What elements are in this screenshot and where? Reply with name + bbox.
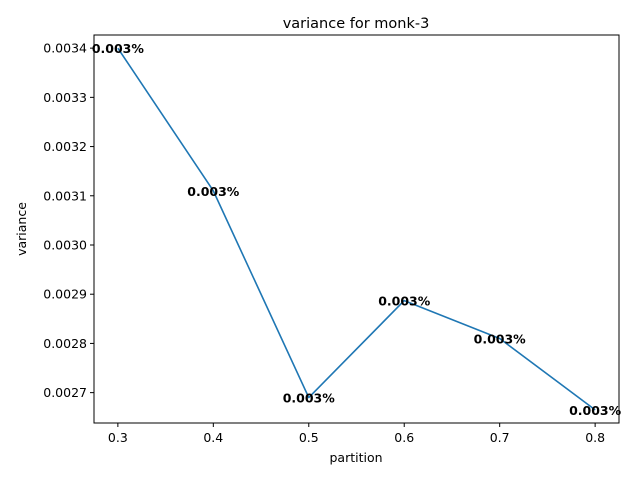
axes-frame	[93, 34, 620, 424]
y-tick-label: 0.0034	[43, 41, 87, 56]
y-tick-label: 0.0030	[43, 237, 87, 252]
y-tick-label: 0.0028	[43, 336, 87, 351]
data-label: 0.003%	[283, 391, 336, 406]
x-tick-label: 0.8	[585, 430, 605, 445]
y-tick-label: 0.0029	[43, 287, 87, 302]
x-tick-label: 0.4	[203, 430, 223, 445]
plot-area: 0.003% 0.003% 0.003% 0.003% 0.003% 0.003%	[92, 41, 622, 418]
y-tick-label: 0.0031	[43, 188, 87, 203]
data-label: 0.003%	[378, 294, 431, 309]
y-tick-label: 0.0032	[43, 139, 87, 154]
data-label: 0.003%	[569, 403, 622, 418]
x-axis-title: partition	[329, 450, 382, 465]
x-tick-label: 0.6	[394, 430, 414, 445]
y-axis-title: variance	[14, 202, 29, 256]
x-tick-label: 0.3	[108, 430, 128, 445]
data-label: 0.003%	[474, 332, 527, 347]
axis-ticks: 0.3 0.4 0.5 0.6 0.7 0.8 0.0027 0.0028 0.0029 0.00…	[43, 41, 605, 445]
chart-title: variance for monk-3	[283, 16, 430, 32]
series-line	[117, 47, 596, 411]
data-label: 0.003%	[92, 41, 145, 56]
x-tick-label: 0.7	[490, 430, 510, 445]
x-tick-label: 0.5	[299, 430, 319, 445]
y-tick-label: 0.0027	[43, 385, 87, 400]
data-label: 0.003%	[187, 184, 240, 199]
y-tick-label: 0.0033	[43, 90, 87, 105]
